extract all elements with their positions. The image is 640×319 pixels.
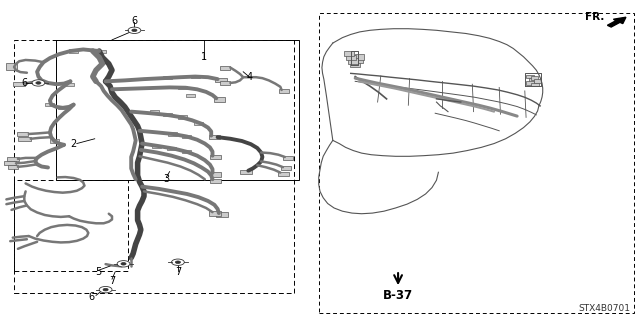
- Bar: [283, 156, 293, 160]
- Bar: [45, 103, 54, 106]
- Bar: [351, 61, 360, 67]
- Bar: [209, 135, 220, 139]
- Text: 5: 5: [95, 267, 101, 277]
- Bar: [355, 54, 365, 60]
- Bar: [13, 82, 25, 86]
- Circle shape: [121, 263, 126, 265]
- Bar: [4, 161, 16, 165]
- Bar: [17, 132, 28, 136]
- Bar: [194, 122, 203, 125]
- Bar: [526, 81, 534, 85]
- Bar: [220, 66, 230, 70]
- Circle shape: [32, 80, 45, 86]
- Bar: [214, 97, 225, 102]
- Bar: [65, 83, 74, 86]
- Bar: [152, 145, 161, 148]
- Bar: [220, 81, 230, 85]
- Bar: [7, 157, 19, 161]
- Text: 7: 7: [109, 276, 115, 286]
- Bar: [531, 76, 538, 80]
- Bar: [529, 78, 536, 82]
- Bar: [210, 179, 221, 183]
- Bar: [18, 137, 31, 141]
- Text: 6: 6: [131, 16, 138, 26]
- Text: B-37: B-37: [383, 289, 413, 302]
- Bar: [279, 89, 289, 93]
- Text: 3: 3: [163, 174, 170, 184]
- Bar: [14, 180, 128, 271]
- FancyArrow shape: [607, 17, 626, 27]
- Text: FR.: FR.: [586, 12, 605, 22]
- Bar: [531, 83, 539, 86]
- Bar: [278, 172, 289, 176]
- Bar: [215, 78, 227, 82]
- Bar: [50, 139, 59, 143]
- Bar: [210, 155, 221, 159]
- Bar: [56, 40, 299, 180]
- Bar: [186, 94, 195, 97]
- Circle shape: [128, 27, 141, 33]
- Bar: [167, 147, 176, 150]
- Circle shape: [103, 288, 108, 291]
- Bar: [281, 166, 291, 170]
- Bar: [534, 79, 541, 83]
- Bar: [349, 58, 358, 64]
- Text: 2: 2: [70, 138, 77, 149]
- Bar: [58, 106, 67, 109]
- Circle shape: [132, 29, 137, 32]
- Bar: [182, 150, 191, 153]
- Circle shape: [36, 82, 41, 84]
- Bar: [216, 212, 228, 217]
- Text: 6: 6: [88, 292, 95, 302]
- Text: STX4B0701: STX4B0701: [579, 304, 630, 313]
- Bar: [354, 57, 364, 63]
- Text: 4: 4: [246, 71, 253, 82]
- Bar: [526, 75, 534, 78]
- Bar: [150, 110, 159, 113]
- Bar: [240, 170, 252, 174]
- Bar: [210, 172, 221, 177]
- Text: 7: 7: [175, 267, 181, 277]
- Bar: [168, 132, 177, 136]
- Bar: [8, 165, 18, 169]
- Circle shape: [99, 286, 112, 293]
- Bar: [6, 63, 17, 70]
- Circle shape: [117, 261, 130, 267]
- Circle shape: [175, 261, 180, 263]
- Bar: [346, 55, 356, 60]
- Text: 1: 1: [200, 52, 207, 63]
- Bar: [69, 49, 78, 53]
- Bar: [178, 115, 187, 119]
- Bar: [163, 113, 172, 116]
- Circle shape: [172, 259, 184, 265]
- Bar: [319, 13, 634, 313]
- Bar: [97, 50, 106, 53]
- Bar: [191, 75, 200, 78]
- Bar: [182, 135, 191, 138]
- Bar: [163, 76, 172, 79]
- Text: 6: 6: [21, 78, 28, 88]
- Bar: [178, 86, 187, 89]
- Bar: [209, 211, 221, 216]
- Bar: [14, 40, 294, 293]
- Bar: [344, 51, 354, 56]
